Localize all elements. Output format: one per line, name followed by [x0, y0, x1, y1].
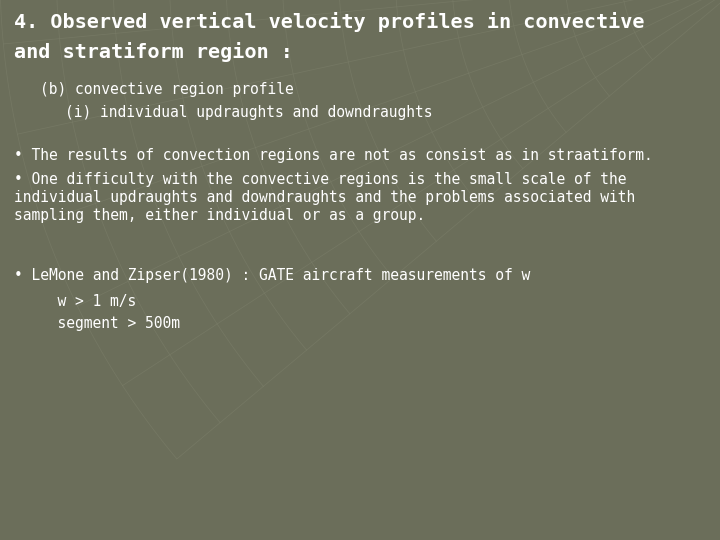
Text: (i) individual updraughts and downdraughts: (i) individual updraughts and downdraugh…	[65, 105, 433, 120]
Text: • One difficulty with the convective regions is the small scale of the: • One difficulty with the convective reg…	[14, 172, 626, 187]
Text: w > 1 m/s: w > 1 m/s	[40, 294, 136, 309]
Text: • The results of convection regions are not as consist as in straatiform.: • The results of convection regions are …	[14, 148, 653, 163]
Text: (b) convective region profile: (b) convective region profile	[40, 82, 294, 97]
Text: 4. Observed vertical velocity profiles in convective: 4. Observed vertical velocity profiles i…	[14, 12, 644, 32]
Text: segment > 500m: segment > 500m	[40, 316, 180, 331]
Text: sampling them, either individual or as a group.: sampling them, either individual or as a…	[14, 208, 426, 223]
Text: • LeMone and Zipser(1980) : GATE aircraft measurements of w: • LeMone and Zipser(1980) : GATE aircraf…	[14, 268, 530, 283]
Text: and stratiform region :: and stratiform region :	[14, 42, 293, 62]
Text: individual updraughts and downdraughts and the problems associated with: individual updraughts and downdraughts a…	[14, 190, 635, 205]
